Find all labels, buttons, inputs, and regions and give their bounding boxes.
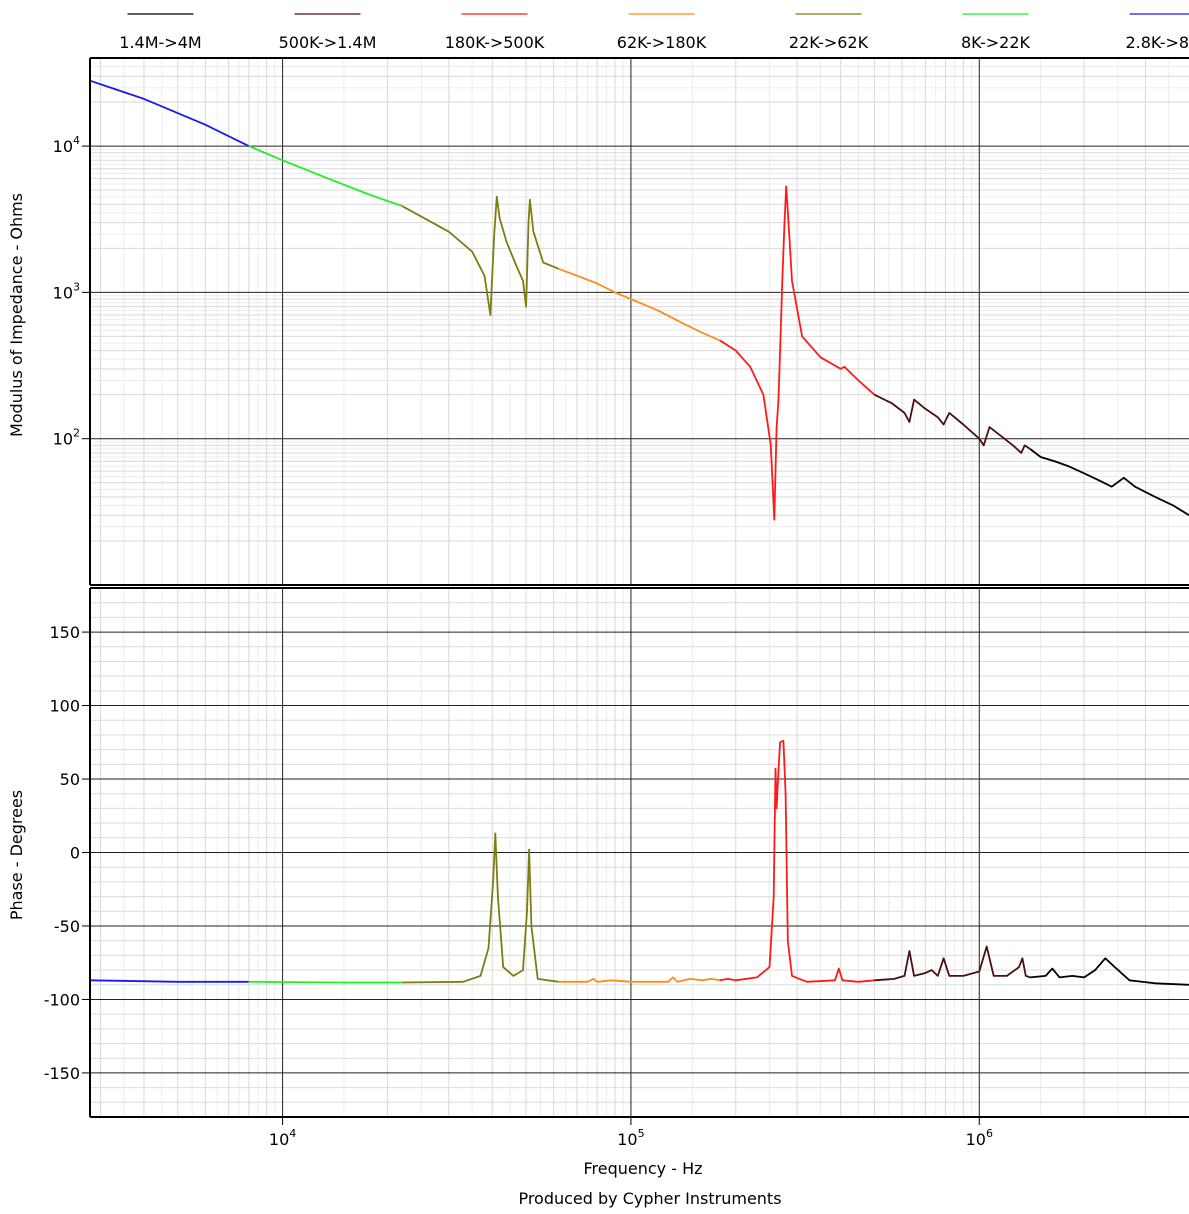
- series-line: [874, 945, 1031, 982]
- y-tick-label: 50: [60, 770, 80, 789]
- series-line: [719, 739, 875, 983]
- series-line: [89, 79, 250, 147]
- series-line: [401, 195, 559, 316]
- series-line: [89, 979, 249, 983]
- phase-y-axis-title: Phase - Degrees: [7, 790, 26, 920]
- y-tick-label: 100: [49, 697, 80, 716]
- x-axis-title: Frequency - Hz: [583, 1159, 702, 1178]
- footer-credit: Produced by Cypher Instruments: [518, 1189, 781, 1208]
- x-tick-label: 106: [966, 1127, 993, 1149]
- plot-frames: [89, 57, 1189, 1118]
- legend-label: 62K->180K: [617, 33, 707, 52]
- legend: 1.4M->4M 500K->1.4M 180K->500K 62K->180K 22K…: [119, 13, 1189, 52]
- series-line: [248, 145, 403, 207]
- series-line: [401, 832, 559, 984]
- series-line: [1029, 448, 1189, 516]
- magnitude-series: [89, 79, 1189, 521]
- legend-label: 1.4M->4M: [119, 33, 201, 52]
- legend-label: 22K->62K: [789, 33, 869, 52]
- series-line: [1030, 957, 1189, 986]
- series-line: [558, 976, 721, 983]
- magnitude-y-axis-title: Modulus of Impedance - Ohms: [7, 193, 26, 437]
- legend-label: 8K->22K: [961, 33, 1031, 52]
- legend-label: 180K->500K: [445, 33, 545, 52]
- phase-grid: [90, 588, 1189, 1117]
- y-tick-label: 103: [53, 280, 80, 302]
- x-tick-label: 104: [269, 1127, 296, 1149]
- y-tick-label: 150: [49, 623, 80, 642]
- y-tick-label: -50: [54, 917, 80, 936]
- phase-series: [89, 739, 1189, 986]
- magnitude-grid: [90, 58, 1189, 585]
- series-line: [719, 185, 875, 521]
- legend-label: 500K->1.4M: [279, 33, 377, 52]
- x-tick-label: 105: [617, 1127, 644, 1149]
- series-line: [248, 980, 402, 984]
- y-tick-label: -100: [44, 990, 80, 1009]
- tick-labels: 102 103 104 150 100 50 0 -50 -100 -150 104 105 106: [44, 134, 993, 1149]
- y-tick-label: 0: [70, 844, 80, 863]
- series-line: [558, 267, 721, 342]
- y-tick-label: -150: [44, 1064, 80, 1083]
- y-tick-label: 102: [53, 427, 80, 449]
- series-line: [874, 393, 1031, 454]
- legend-label: 2.8K->8K: [1125, 33, 1189, 52]
- y-tick-label: 104: [53, 134, 80, 156]
